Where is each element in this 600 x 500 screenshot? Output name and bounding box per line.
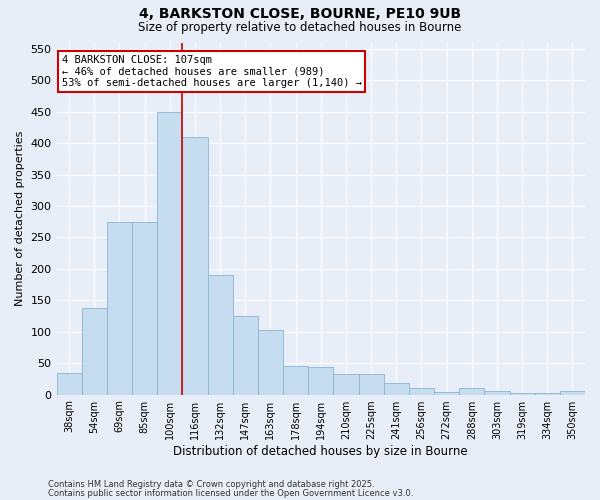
Bar (233, 316, 258, 394)
Bar (334, 374, 359, 394)
Bar (283, 366, 308, 394)
Bar (107, 222, 132, 394)
Bar (383, 384, 409, 394)
Bar (308, 367, 334, 394)
Bar (82, 308, 107, 394)
Text: 4 BARKSTON CLOSE: 107sqm
← 46% of detached houses are smaller (989)
53% of semi-: 4 BARKSTON CLOSE: 107sqm ← 46% of detach… (62, 55, 362, 88)
Text: Contains HM Land Registry data © Crown copyright and database right 2025.: Contains HM Land Registry data © Crown c… (48, 480, 374, 489)
Bar (359, 374, 383, 394)
Bar (459, 388, 484, 394)
Bar (157, 112, 182, 395)
Bar (484, 392, 509, 394)
Bar (182, 137, 208, 394)
Bar (208, 275, 233, 394)
Text: Size of property relative to detached houses in Bourne: Size of property relative to detached ho… (139, 21, 461, 34)
Text: Contains public sector information licensed under the Open Government Licence v3: Contains public sector information licen… (48, 488, 413, 498)
Y-axis label: Number of detached properties: Number of detached properties (15, 131, 25, 306)
Bar (258, 330, 283, 394)
Text: 4, BARKSTON CLOSE, BOURNE, PE10 9UB: 4, BARKSTON CLOSE, BOURNE, PE10 9UB (139, 8, 461, 22)
Bar (509, 392, 535, 394)
Bar (560, 392, 585, 394)
Bar (434, 392, 459, 394)
Bar (409, 388, 434, 394)
Bar (132, 222, 157, 394)
X-axis label: Distribution of detached houses by size in Bourne: Distribution of detached houses by size … (173, 444, 468, 458)
Bar (56, 372, 82, 394)
